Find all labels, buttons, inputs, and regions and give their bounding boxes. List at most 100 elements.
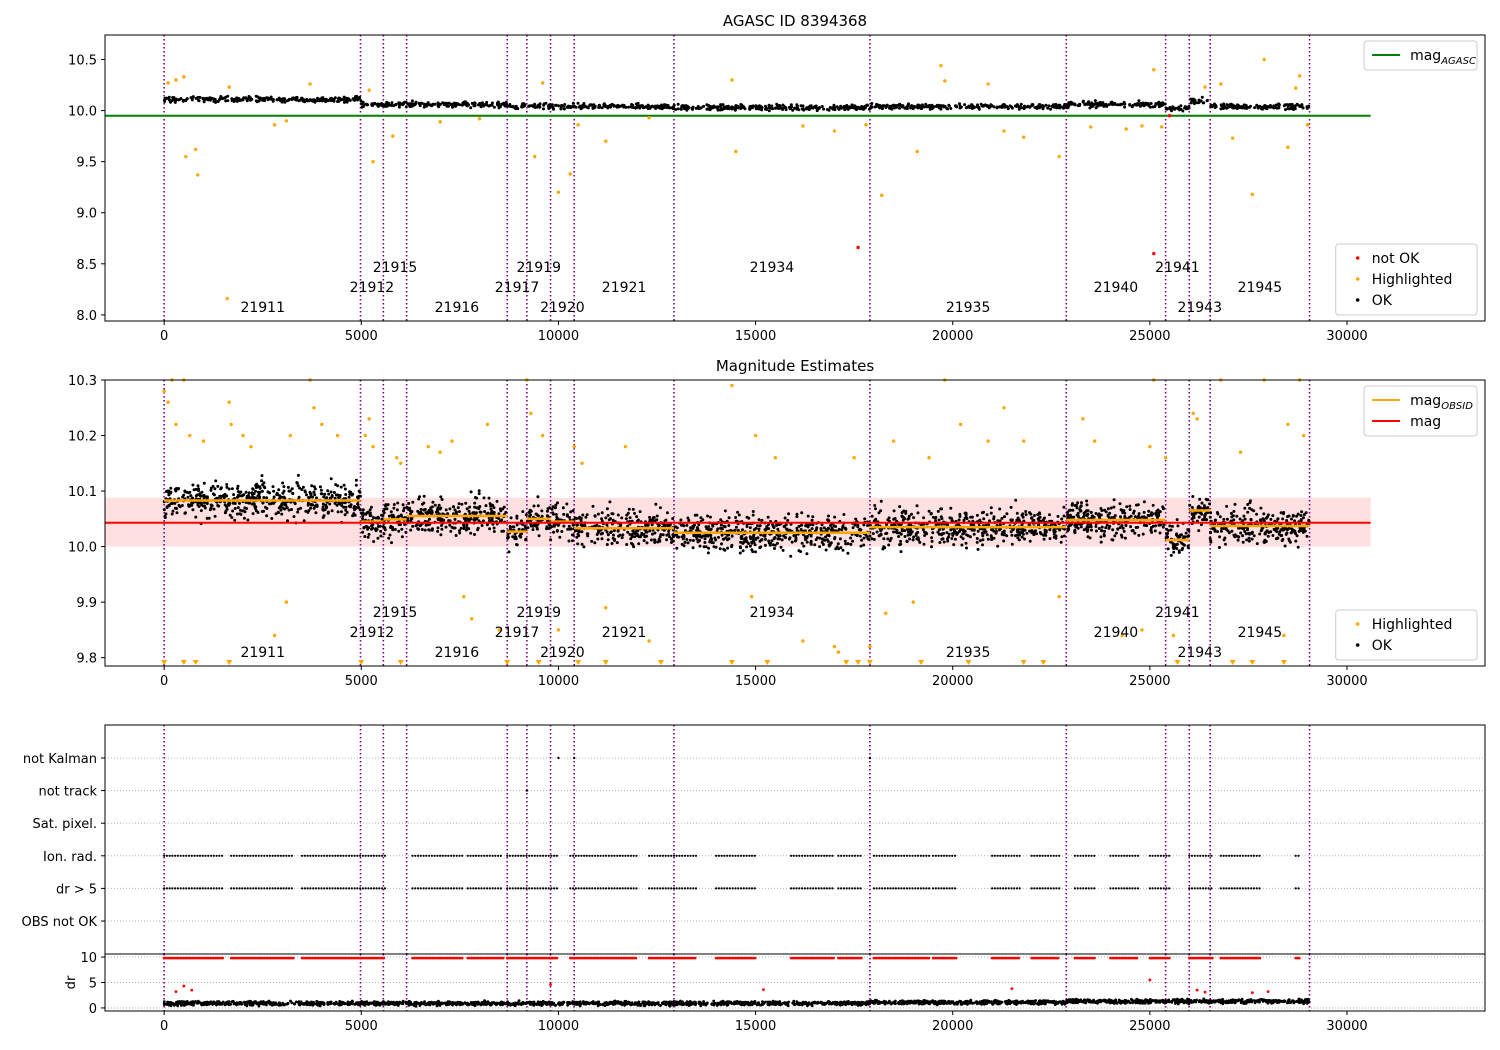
flag-point [182, 854, 185, 857]
ok-point [356, 503, 360, 506]
ok-point [882, 537, 886, 541]
ok-point [748, 106, 752, 110]
ok-point [877, 511, 881, 515]
ok-point [976, 529, 980, 533]
ok-point [662, 528, 666, 532]
highlighted-point [1148, 444, 1152, 449]
ok-point [842, 513, 846, 516]
ok-point [617, 534, 621, 538]
ok-point [567, 539, 571, 543]
ok-point [655, 105, 659, 109]
ok-point [267, 502, 271, 506]
ok-point [1106, 514, 1110, 518]
ok-point [704, 525, 708, 529]
ok-point [319, 488, 323, 492]
ok-point [853, 523, 857, 527]
obsid-label: 21921 [602, 625, 647, 641]
ok-point [1280, 539, 1284, 543]
ok-point [495, 103, 499, 107]
ok-point [701, 518, 705, 522]
ok-point [1263, 532, 1267, 536]
ok-point [736, 528, 740, 532]
ok-point [600, 511, 604, 515]
ok-point [1242, 105, 1246, 109]
ok-point [368, 508, 372, 512]
flag-point [282, 854, 285, 857]
ok-point [669, 537, 673, 541]
ok-point [946, 539, 950, 543]
ok-point [1274, 537, 1278, 541]
ok-point [745, 515, 749, 519]
ok-point [338, 495, 342, 499]
ok-point [275, 491, 279, 495]
highlighted-point [580, 461, 584, 466]
ok-point [391, 528, 395, 532]
ok-point [1147, 509, 1151, 513]
flag-point [544, 854, 547, 857]
ok-point [877, 534, 881, 538]
flag-point [1015, 854, 1019, 857]
ok-point [403, 523, 407, 526]
ok-point [483, 103, 487, 107]
flag-point [246, 854, 249, 857]
ok-point [260, 510, 264, 513]
ok-point [191, 508, 195, 512]
ok-point [1002, 533, 1006, 537]
ok-point [198, 492, 202, 496]
ok-point [291, 97, 295, 100]
ok-point [198, 95, 202, 99]
ok-point [831, 107, 835, 111]
ok-point [653, 519, 657, 523]
ok-point [827, 514, 830, 518]
ok-point [196, 484, 200, 488]
ok-point [689, 526, 692, 530]
ok-point [202, 493, 206, 497]
ok-point [271, 99, 275, 103]
flag-point [550, 854, 553, 857]
highlighted-point [572, 444, 576, 449]
ok-point [254, 94, 258, 98]
ok-point [667, 532, 671, 536]
ok-point [1092, 515, 1096, 519]
ok-point [371, 523, 375, 527]
ok-point [612, 533, 615, 537]
ok-point [1010, 533, 1014, 537]
ok-point [344, 99, 348, 103]
ok-point [361, 508, 365, 512]
ok-point [547, 103, 551, 107]
ok-point [1202, 518, 1206, 522]
ok-point [173, 501, 177, 505]
ok-point [552, 530, 556, 534]
flag-point [353, 854, 356, 857]
ok-point [437, 503, 441, 507]
highlighted-point [174, 78, 178, 82]
flag-point [656, 854, 659, 857]
flag-point [486, 854, 489, 857]
ok-point [376, 536, 380, 540]
ok-point [411, 524, 415, 528]
ok-point [747, 542, 750, 545]
ok-point [357, 96, 361, 100]
ok-point [197, 505, 201, 508]
ok-point [745, 545, 749, 549]
legend-dot-swatch [1355, 622, 1360, 626]
ok-point [632, 531, 636, 534]
ok-point [1169, 553, 1173, 557]
ok-point [866, 103, 869, 107]
ok-point [367, 526, 371, 530]
ok-point [886, 537, 890, 541]
ok-point [1258, 532, 1262, 536]
ok-point [784, 108, 788, 112]
flag-point [1090, 854, 1093, 857]
flag-point [433, 854, 436, 857]
ok-point [1245, 538, 1249, 542]
flag-point [198, 854, 202, 857]
flag-point [419, 854, 422, 857]
ok-point [1078, 102, 1082, 106]
ok-point [1067, 101, 1071, 105]
ok-point [1208, 515, 1212, 519]
ok-point [644, 524, 648, 527]
ok-point [862, 536, 866, 540]
ok-point [344, 505, 348, 509]
flag-point [1013, 854, 1016, 857]
